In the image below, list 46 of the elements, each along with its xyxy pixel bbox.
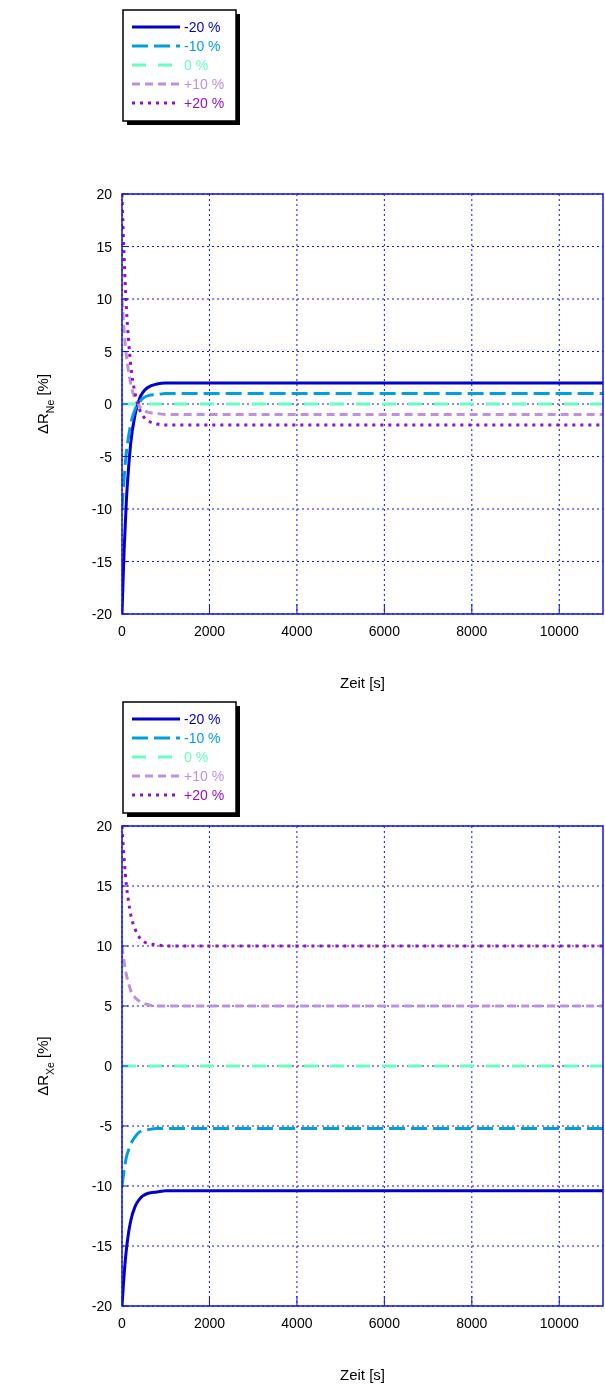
line-series <box>122 1126 603 1188</box>
legend-label: 0 % <box>184 57 209 73</box>
y-tick-label: 5 <box>104 343 113 360</box>
x-tick-label: 10000 <box>539 1315 579 1331</box>
y-tick-label: 15 <box>96 238 113 255</box>
y-tick-label: -20 <box>91 1298 113 1314</box>
x-tick-label: 8000 <box>456 1315 488 1331</box>
y-tick-label: 20 <box>96 818 113 834</box>
x-tick-label: 2000 <box>193 623 226 639</box>
y-tick-label: 5 <box>104 998 113 1014</box>
legend-label: -10 % <box>184 730 221 746</box>
y-tick-label: -15 <box>91 553 113 570</box>
x-tick-label: 0 <box>118 1315 127 1331</box>
line-series <box>122 944 603 1008</box>
y-tick-label: -20 <box>91 606 113 622</box>
x-axis-title: Zeit [s] <box>339 1366 386 1383</box>
legend-label: +10 % <box>184 76 225 92</box>
line-series <box>122 297 603 416</box>
legend-label: +10 % <box>184 768 225 784</box>
y-tick-label: -10 <box>91 1178 113 1194</box>
y-tick-label: -15 <box>91 1238 113 1254</box>
y-tick-label: -5 <box>99 1118 113 1134</box>
line-series <box>122 392 603 511</box>
legend-label: -20 % <box>184 19 221 35</box>
y-tick-label: 10 <box>96 291 113 307</box>
x-tick-label: 6000 <box>368 1315 401 1331</box>
y-tick-label: 20 <box>96 186 113 202</box>
y-tick-label: 0 <box>104 1058 113 1074</box>
y-tick-label: 10 <box>96 938 113 954</box>
y-tick-label: -5 <box>99 448 113 465</box>
legend-label: +20 % <box>184 787 225 803</box>
x-tick-label: 6000 <box>368 623 401 639</box>
legend-label: 0 % <box>184 749 209 765</box>
legend-label: +20 % <box>184 95 225 111</box>
legend-label: -10 % <box>184 38 221 54</box>
x-tick-label: 8000 <box>456 623 488 639</box>
x-tick-label: 10000 <box>539 623 579 639</box>
x-tick-label: 4000 <box>281 1315 313 1331</box>
y-tick-label: 15 <box>96 878 113 894</box>
y-tick-label: 0 <box>104 396 113 412</box>
legend-label: -20 % <box>184 711 221 727</box>
x-tick-label: 4000 <box>281 623 313 639</box>
y-tick-label: -10 <box>91 501 113 517</box>
x-tick-label: 2000 <box>193 1315 226 1331</box>
x-axis-title: Zeit [s] <box>339 674 386 691</box>
x-tick-label: 0 <box>118 623 127 639</box>
